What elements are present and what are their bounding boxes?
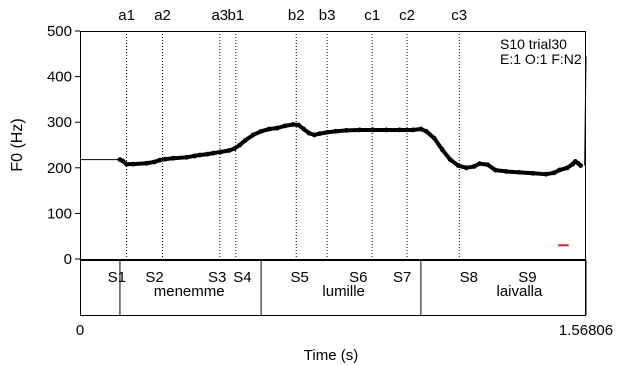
f0-point xyxy=(463,165,469,171)
f0-point xyxy=(124,161,130,167)
f0-point xyxy=(418,126,424,132)
word-label-laivalla: laivalla xyxy=(496,283,543,300)
f0-point xyxy=(192,153,197,159)
top-marker-c3: c3 xyxy=(451,7,467,24)
y-tick-label: 200 xyxy=(47,160,72,177)
x-axis-label: Time (s) xyxy=(304,347,358,364)
top-marker-a1: a1 xyxy=(118,7,135,24)
f0-point xyxy=(551,170,557,176)
f0-point xyxy=(447,157,453,162)
f0-point xyxy=(152,159,157,165)
f0-point xyxy=(226,148,232,153)
f0-point xyxy=(157,157,163,163)
f0-point xyxy=(439,147,445,152)
f0-point xyxy=(485,162,490,168)
f0-point xyxy=(266,126,272,132)
segment-label-S2: S2 xyxy=(145,269,163,286)
f0-tail-line xyxy=(584,56,587,166)
f0-point xyxy=(564,165,570,171)
f0-point xyxy=(370,127,376,133)
f0-point xyxy=(556,167,562,173)
f0-point xyxy=(301,126,307,132)
trial-annotation-line-1: S10 trial30 xyxy=(500,36,567,52)
f0-point xyxy=(282,123,288,129)
f0-point xyxy=(317,131,323,137)
f0-point xyxy=(517,169,522,175)
x-tick-label-end: 1.56806 xyxy=(559,322,613,339)
f0-point xyxy=(471,164,477,169)
top-marker-b1: b1 xyxy=(227,7,244,24)
word-label-menemme: menemme xyxy=(154,283,225,300)
f0-point xyxy=(343,128,349,133)
f0-point xyxy=(250,132,256,138)
f0-point xyxy=(130,161,136,167)
top-marker-labels: a1 a2 a3 b1 b2 b3 c1 c2 c3 xyxy=(118,7,467,24)
y-tick-label: 0 xyxy=(64,251,72,268)
f0-point xyxy=(543,171,549,177)
f0-point xyxy=(197,152,203,158)
top-marker-c2: c2 xyxy=(399,7,415,24)
f0-point xyxy=(357,127,363,133)
f0-point xyxy=(184,154,189,160)
f0-point xyxy=(578,163,584,168)
top-marker-a3: a3 xyxy=(211,7,228,24)
trial-annotation-line-2: E:1 O:1 F:N2 xyxy=(500,51,582,67)
f0-point xyxy=(274,125,280,131)
y-tick-label: 100 xyxy=(47,205,72,222)
y-tick-label: 400 xyxy=(47,69,72,86)
f0-point xyxy=(455,163,461,168)
f0-point xyxy=(295,122,301,128)
top-marker-c1: c1 xyxy=(364,7,380,24)
top-marker-a2: a2 xyxy=(154,7,171,24)
segment-label-S7: S7 xyxy=(393,269,411,286)
series-layer xyxy=(80,56,587,247)
f0-point xyxy=(397,127,402,133)
segment-label-S3: S3 xyxy=(208,269,226,286)
f0-point xyxy=(410,127,416,133)
segment-tier: S1 S2 S3 S4 S5 S6 S7 S8 S9 menemme lumille laivalla xyxy=(108,260,587,315)
top-marker-b2: b2 xyxy=(288,7,305,24)
y-axis-label: F0 (Hz) xyxy=(9,118,26,171)
f0-point xyxy=(237,142,243,148)
f0-point xyxy=(210,150,216,156)
segment-label-S8: S8 xyxy=(460,269,478,286)
f0-point xyxy=(144,160,149,166)
f0-point xyxy=(477,161,482,167)
x-tick-label-start: 0 xyxy=(76,322,84,339)
word-label-lumille: lumille xyxy=(322,283,365,300)
f0-point xyxy=(431,135,437,141)
top-marker-b3: b3 xyxy=(319,7,336,24)
segment-label-S5: S5 xyxy=(291,269,309,286)
f0-point xyxy=(503,169,509,174)
f0-point xyxy=(242,138,248,143)
f0-point xyxy=(218,149,224,155)
f0-point xyxy=(290,122,296,127)
f0-point xyxy=(205,151,211,157)
y-axis-ticks: 0 100 200 300 400 500 xyxy=(47,23,80,268)
f0-point xyxy=(258,128,264,134)
f0-point xyxy=(530,170,536,176)
f0-point xyxy=(120,158,126,164)
f0-point xyxy=(383,127,389,133)
f0-contour-line xyxy=(117,122,583,177)
f0-point xyxy=(232,146,237,152)
segment-label-S4: S4 xyxy=(233,269,251,286)
y-tick-label: 500 xyxy=(47,23,72,40)
f0-point xyxy=(170,155,176,161)
y-tick-label: 300 xyxy=(47,114,72,131)
segment-label-S6: S6 xyxy=(349,269,367,286)
f0-point xyxy=(423,128,429,134)
marker-lines xyxy=(126,31,460,259)
segment-label-S1: S1 xyxy=(108,269,126,286)
f0-point xyxy=(306,130,312,136)
f0-point xyxy=(333,128,339,134)
f0-point xyxy=(162,156,168,162)
segment-label-S9: S9 xyxy=(518,269,536,286)
f0-point xyxy=(311,132,317,138)
f0-point xyxy=(493,167,498,173)
f0-point xyxy=(325,129,331,135)
